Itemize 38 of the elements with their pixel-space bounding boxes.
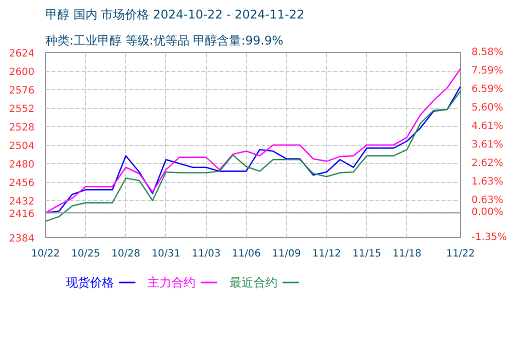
y2-tick-label: 5.60% <box>472 102 504 114</box>
chart-subtitle: 种类:工业甲醇 等级:优等品 甲醇含量:99.9% <box>46 34 284 48</box>
y-tick-label: 2456 <box>9 178 35 189</box>
y-tick-label: 2384 <box>9 234 35 244</box>
y-tick-label: 2600 <box>9 67 35 78</box>
x-tick-label: 10/25 <box>71 248 100 260</box>
y2-tick-label: -1.35% <box>472 232 507 243</box>
y2-tick-label: 0.00% <box>472 206 504 218</box>
x-tick-label: 11/18 <box>392 248 422 260</box>
y-tick-label: 2624 <box>9 48 35 60</box>
legend-label: 主力合约 <box>148 276 196 290</box>
x-tick-label: 11/12 <box>312 248 342 260</box>
y2-tick-label: 0.63% <box>472 195 504 206</box>
x-tick-label: 10/28 <box>111 248 140 260</box>
x-tick-label: 11/06 <box>232 248 261 260</box>
y2-tick-label: 4.61% <box>472 120 504 132</box>
y-tick-label: 2504 <box>9 141 35 152</box>
y-tick-label: 2432 <box>9 196 35 208</box>
legend-label: 现货价格 <box>66 276 114 290</box>
y2-tick-label: 1.63% <box>472 176 504 188</box>
legend-label: 最近合约 <box>229 276 278 290</box>
x-tick-label: 11/22 <box>446 248 475 260</box>
y-tick-label: 2480 <box>9 160 35 170</box>
y2-tick-label: 7.59% <box>472 65 504 76</box>
y2-tick-label: 6.59% <box>472 84 504 96</box>
y-tick-label: 2416 <box>9 208 35 220</box>
x-tick-label: 11/15 <box>352 248 382 260</box>
x-tick-label: 10/22 <box>31 248 60 260</box>
y-tick-label: 2552 <box>9 104 35 115</box>
x-tick-label: 11/03 <box>192 248 221 260</box>
y2-tick-label: 8.58% <box>472 47 504 58</box>
x-tick-label: 10/31 <box>152 248 180 260</box>
x-tick-label: 11/09 <box>272 248 301 260</box>
y-tick-label: 2528 <box>9 122 35 134</box>
chart-title: 甲醇 国内 市场价格 2024-10-22 - 2024-11-22 <box>46 8 304 22</box>
y-tick-label: 2576 <box>9 86 35 96</box>
y2-tick-label: 2.62% <box>472 158 504 170</box>
y2-tick-label: 3.61% <box>472 140 504 151</box>
